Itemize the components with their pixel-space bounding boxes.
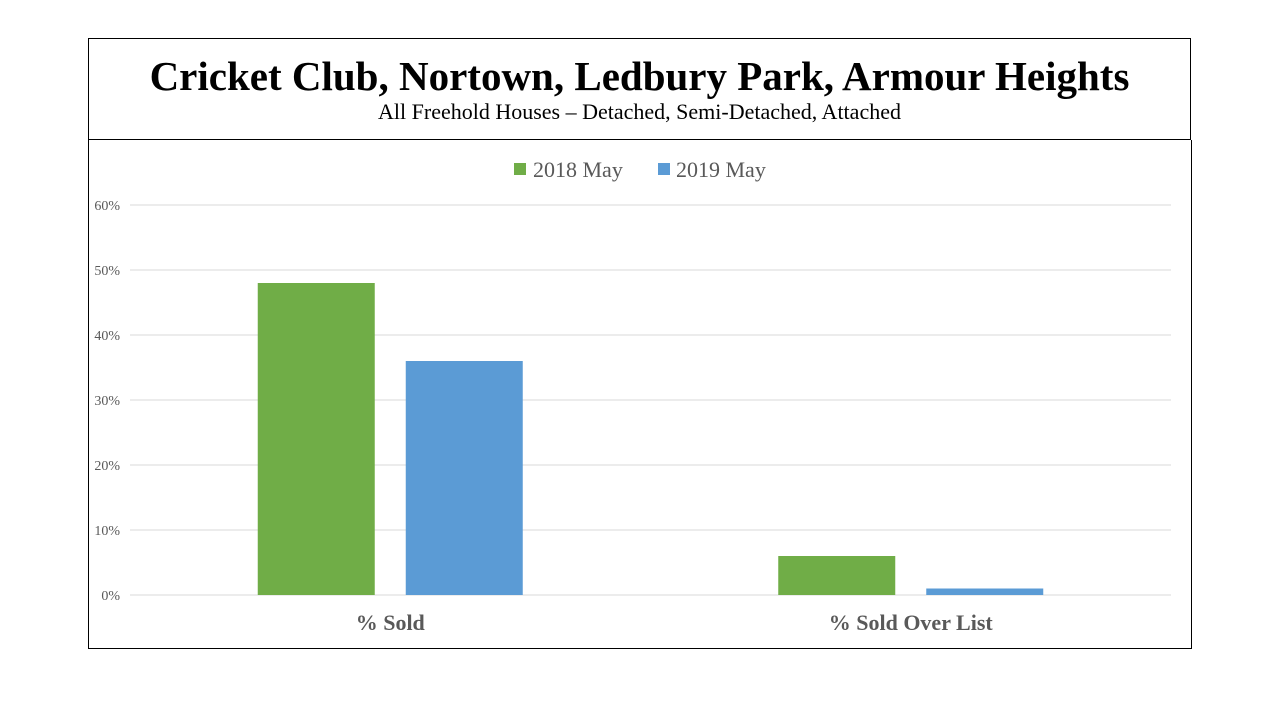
y-tick-label: 30% <box>94 394 120 409</box>
bars <box>257 283 1044 595</box>
legend-swatch <box>658 163 670 175</box>
legend-swatch <box>514 163 526 175</box>
chart-title-box: Cricket Club, Nortown, Ledbury Park, Arm… <box>88 38 1191 140</box>
y-tick-label: 10% <box>94 524 120 539</box>
y-tick-label: 60% <box>94 199 120 214</box>
bar-2018-may-sold-over-list <box>778 556 896 595</box>
legend-label: 2018 May <box>533 157 623 182</box>
bar-2019-may-sold <box>405 361 523 595</box>
chart-frame <box>88 140 1192 649</box>
y-tick-label: 50% <box>94 264 120 279</box>
y-tick-label: 0% <box>101 589 120 604</box>
x-category-label: % Sold Over List <box>829 610 994 635</box>
y-tick-label: 40% <box>94 329 120 344</box>
legend-label: 2019 May <box>676 157 766 182</box>
legend: 2018 May 2019 May <box>514 157 766 182</box>
bar-2019-may-sold-over-list <box>926 588 1044 595</box>
chart-title: Cricket Club, Nortown, Ledbury Park, Arm… <box>149 53 1130 99</box>
x-axis-categories: % Sold % Sold Over List <box>356 610 994 635</box>
chart-subtitle: All Freehold Houses – Detached, Semi-Det… <box>378 99 901 124</box>
x-category-label: % Sold <box>356 610 425 635</box>
bar-2018-may-sold <box>257 283 375 595</box>
y-tick-label: 20% <box>94 459 120 474</box>
y-axis-ticks: 0% 10% 20% 30% 40% 50% 60% <box>94 199 120 604</box>
